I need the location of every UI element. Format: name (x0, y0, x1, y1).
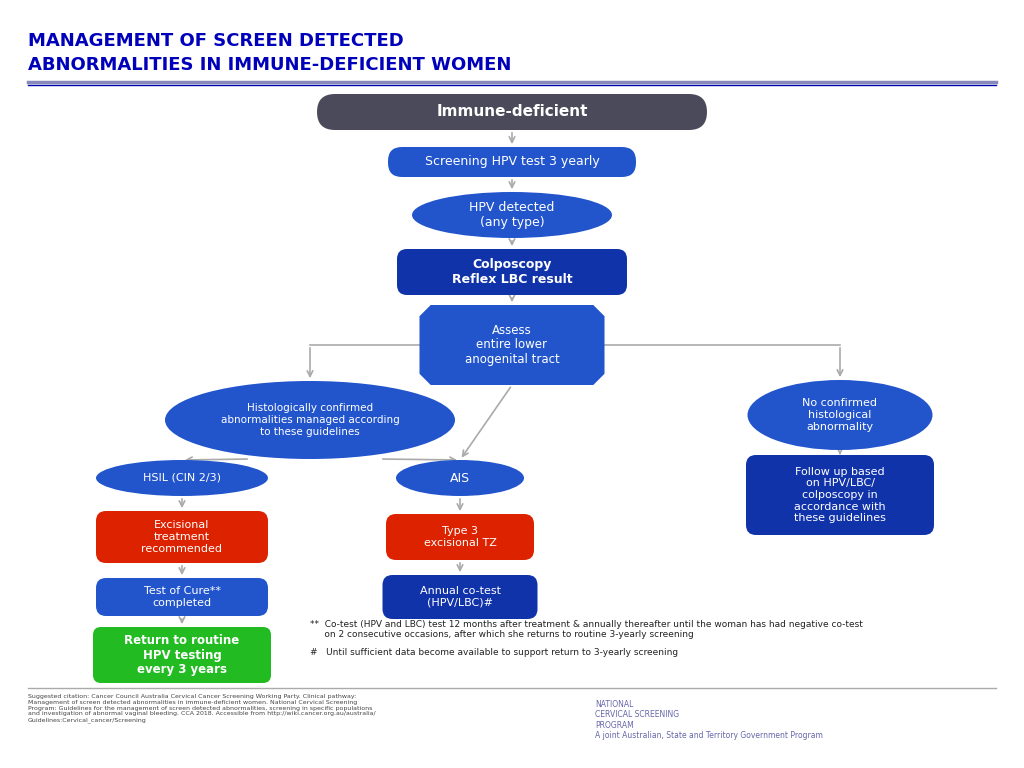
Polygon shape (420, 305, 604, 385)
Text: AIS: AIS (450, 472, 470, 485)
Text: Screening HPV test 3 yearly: Screening HPV test 3 yearly (425, 155, 599, 168)
Ellipse shape (96, 460, 268, 496)
Text: ABNORMALITIES IN IMMUNE-DEFICIENT WOMEN: ABNORMALITIES IN IMMUNE-DEFICIENT WOMEN (28, 56, 511, 74)
Text: HSIL (CIN 2/3): HSIL (CIN 2/3) (143, 473, 221, 483)
Ellipse shape (748, 380, 933, 450)
Ellipse shape (396, 460, 524, 496)
Text: Test of Cure**
completed: Test of Cure** completed (143, 586, 220, 607)
Text: Histologically confirmed
abnormalities managed according
to these guidelines: Histologically confirmed abnormalities m… (220, 403, 399, 436)
Ellipse shape (412, 192, 612, 238)
Text: Immune-deficient: Immune-deficient (436, 104, 588, 120)
Text: No confirmed
histological
abnormality: No confirmed histological abnormality (803, 399, 878, 432)
FancyBboxPatch shape (386, 514, 534, 560)
Text: **  Co-test (HPV and LBC) test 12 months after treatment & annually thereafter u: ** Co-test (HPV and LBC) test 12 months … (310, 620, 863, 640)
FancyBboxPatch shape (96, 578, 268, 616)
Text: Suggested citation: Cancer Council Australia Cervical Cancer Screening Working P: Suggested citation: Cancer Council Austr… (28, 694, 376, 723)
FancyBboxPatch shape (388, 147, 636, 177)
Text: HPV detected
(any type): HPV detected (any type) (469, 201, 555, 229)
FancyBboxPatch shape (397, 249, 627, 295)
FancyBboxPatch shape (317, 94, 707, 130)
Text: Colposcopy
Reflex LBC result: Colposcopy Reflex LBC result (452, 258, 572, 286)
Text: NATIONAL
CERVICAL SCREENING
PROGRAM
A joint Australian, State and Territory Gove: NATIONAL CERVICAL SCREENING PROGRAM A jo… (595, 700, 823, 740)
Ellipse shape (165, 381, 455, 459)
Text: Type 3
excisional TZ: Type 3 excisional TZ (424, 526, 497, 548)
Text: Follow up based
on HPV/LBC/
colposcopy in
accordance with
these guidelines: Follow up based on HPV/LBC/ colposcopy i… (794, 467, 886, 523)
FancyBboxPatch shape (93, 627, 271, 683)
Text: MANAGEMENT OF SCREEN DETECTED: MANAGEMENT OF SCREEN DETECTED (28, 32, 403, 50)
FancyBboxPatch shape (746, 455, 934, 535)
Text: Assess
entire lower
anogenital tract: Assess entire lower anogenital tract (465, 323, 559, 366)
Text: #   Until sufficient data become available to support return to 3-yearly screeni: # Until sufficient data become available… (310, 648, 678, 657)
FancyBboxPatch shape (383, 575, 538, 619)
FancyBboxPatch shape (96, 511, 268, 563)
Text: Excisional
treatment
recommended: Excisional treatment recommended (141, 521, 222, 554)
Text: Annual co-test
(HPV/LBC)#: Annual co-test (HPV/LBC)# (420, 586, 501, 607)
Text: Return to routine
HPV testing
every 3 years: Return to routine HPV testing every 3 ye… (124, 634, 240, 677)
